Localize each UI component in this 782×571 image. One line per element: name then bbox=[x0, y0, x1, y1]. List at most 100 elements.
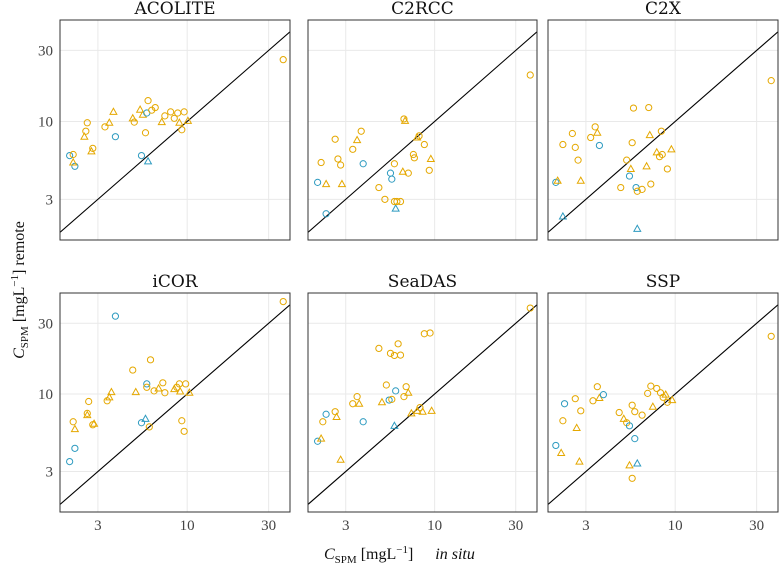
data-point-circle bbox=[400, 393, 408, 401]
panel-c2x: C2X bbox=[547, 0, 779, 241]
data-point-circle bbox=[415, 132, 423, 140]
x-tick-label: 30 bbox=[508, 518, 523, 534]
data-point-circle bbox=[182, 380, 190, 388]
data-point-circle bbox=[314, 178, 322, 186]
data-point-circle bbox=[638, 411, 646, 419]
data-point-triangle bbox=[418, 407, 427, 415]
data-point-circle bbox=[178, 417, 186, 425]
panel-frame bbox=[547, 19, 779, 241]
data-point-circle bbox=[625, 172, 634, 180]
data-point-triangle bbox=[412, 132, 422, 141]
x-label-symbol: C bbox=[324, 546, 335, 563]
data-point-circle bbox=[425, 166, 433, 174]
one-to-one-line bbox=[308, 31, 537, 233]
panel-icor: iCOR 3 10 30 3 10 30 bbox=[38, 272, 291, 534]
data-point-circle bbox=[180, 427, 188, 435]
data-point-triangle bbox=[642, 161, 651, 170]
data-point-circle bbox=[375, 344, 383, 353]
x-tick-label: 30 bbox=[749, 518, 764, 534]
data-point-circle bbox=[143, 380, 151, 388]
data-point-triangle bbox=[553, 176, 562, 184]
data-point-triangle bbox=[128, 113, 138, 122]
panel-frame bbox=[59, 292, 291, 513]
data-point-circle bbox=[137, 419, 146, 427]
data-point-circle bbox=[625, 422, 634, 430]
data-point-circle bbox=[591, 123, 599, 131]
one-to-one-line bbox=[60, 31, 290, 233]
y-label-subscript: SPM bbox=[19, 326, 31, 348]
points-group bbox=[314, 71, 534, 218]
data-point-circle bbox=[337, 161, 345, 169]
data-point-triangle bbox=[391, 203, 400, 212]
data-point-triangle bbox=[407, 408, 416, 417]
panel-title: C2X bbox=[645, 0, 682, 19]
data-point-triangle bbox=[141, 414, 150, 422]
data-point-circle bbox=[526, 304, 534, 312]
data-point-triangle bbox=[131, 387, 141, 396]
data-point-circle bbox=[633, 187, 641, 195]
x-label-unit-end: ] bbox=[408, 546, 413, 563]
data-point-circle bbox=[658, 150, 666, 159]
data-point-triangle bbox=[661, 390, 670, 398]
data-point-triangle bbox=[105, 118, 114, 126]
data-point-triangle bbox=[354, 399, 364, 407]
data-point-triangle bbox=[595, 393, 604, 402]
data-point-circle bbox=[353, 393, 361, 401]
data-point-circle bbox=[663, 165, 671, 173]
data-point-triangle bbox=[157, 117, 167, 126]
data-point-circle bbox=[392, 387, 400, 395]
data-point-circle bbox=[375, 183, 383, 192]
data-point-circle bbox=[322, 410, 330, 418]
data-point-circle bbox=[144, 97, 152, 105]
data-point-triangle bbox=[626, 164, 636, 172]
data-point-circle bbox=[416, 403, 424, 412]
data-point-circle bbox=[645, 103, 653, 112]
points-group bbox=[552, 332, 775, 482]
x-tick-label: 10 bbox=[427, 518, 442, 534]
data-point-triangle bbox=[183, 116, 193, 124]
data-point-triangle bbox=[143, 156, 153, 165]
data-point-circle bbox=[404, 169, 412, 177]
data-point-triangle bbox=[633, 224, 642, 232]
data-point-circle bbox=[85, 397, 93, 406]
data-point-circle bbox=[178, 126, 186, 134]
data-point-circle bbox=[628, 401, 636, 409]
x-tick-label: 3 bbox=[582, 518, 590, 534]
data-point-triangle bbox=[575, 456, 584, 465]
panel-c2rcc: C2RCC bbox=[307, 0, 538, 241]
data-point-circle bbox=[69, 418, 77, 426]
data-point-circle bbox=[577, 407, 585, 415]
data-point-circle bbox=[571, 143, 579, 151]
data-point-triangle bbox=[185, 388, 194, 396]
data-point-triangle bbox=[316, 434, 326, 442]
data-point-triangle bbox=[558, 211, 568, 220]
data-point-triangle bbox=[400, 116, 410, 124]
data-point-triangle bbox=[667, 395, 677, 404]
data-point-circle bbox=[615, 408, 623, 417]
data-point-triangle bbox=[154, 383, 163, 392]
data-point-circle bbox=[146, 356, 155, 364]
data-point-circle bbox=[599, 391, 608, 399]
data-point-circle bbox=[331, 408, 339, 416]
data-point-triangle bbox=[80, 132, 89, 140]
data-point-triangle bbox=[332, 412, 341, 420]
data-point-circle bbox=[388, 395, 396, 403]
y-tick-label: 10 bbox=[38, 114, 53, 130]
data-point-circle bbox=[161, 112, 169, 120]
points-group bbox=[66, 297, 287, 466]
points-group bbox=[66, 56, 287, 170]
y-tick-label: 30 bbox=[38, 316, 53, 332]
data-point-triangle bbox=[135, 105, 145, 113]
data-point-circle bbox=[396, 351, 405, 359]
data-point-circle bbox=[69, 150, 77, 159]
data-point-circle bbox=[161, 389, 169, 397]
data-point-triangle bbox=[336, 455, 345, 463]
panel-frame bbox=[307, 19, 538, 241]
y-label-unit-end: ] remote bbox=[11, 221, 28, 275]
x-label-unit-sup: −1 bbox=[396, 544, 408, 556]
data-point-circle bbox=[526, 71, 534, 79]
data-point-circle bbox=[426, 329, 434, 337]
data-point-circle bbox=[628, 139, 636, 147]
data-point-triangle bbox=[352, 135, 362, 144]
